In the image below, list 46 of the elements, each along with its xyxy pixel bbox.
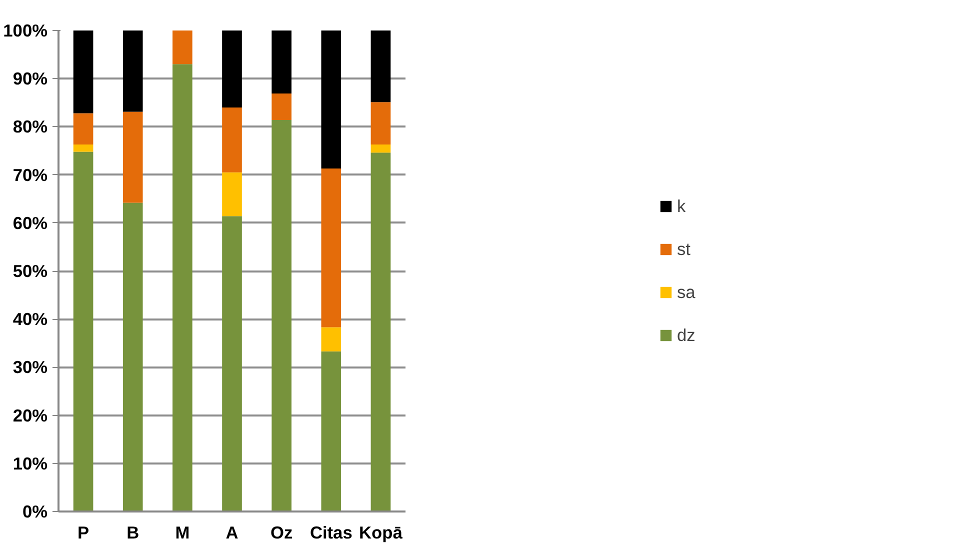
bar xyxy=(370,102,391,144)
bar xyxy=(172,64,192,512)
bar xyxy=(122,112,143,203)
bar xyxy=(321,30,342,169)
x-tick-label: Kopā xyxy=(359,522,403,542)
legend-label: dz xyxy=(677,324,696,346)
legend-label: sa xyxy=(677,282,696,302)
bar xyxy=(370,152,391,512)
y-tick-label: 70% xyxy=(12,164,48,185)
x-tick-label: A xyxy=(226,522,239,542)
x-tick-label: P xyxy=(78,522,90,542)
bar xyxy=(272,120,292,512)
y-tick-label: 90% xyxy=(12,68,48,89)
x-tick-label: Citas xyxy=(310,522,352,542)
bar xyxy=(73,144,94,152)
y-tick-label: 10% xyxy=(12,453,48,474)
bar xyxy=(222,172,242,216)
y-tick-label: 100% xyxy=(3,20,48,40)
bar xyxy=(370,30,391,102)
bar xyxy=(321,168,342,328)
bar xyxy=(272,94,292,120)
y-tick-label: 80% xyxy=(12,116,48,137)
bar xyxy=(73,113,94,144)
x-tick-label: Oz xyxy=(270,522,293,542)
bar xyxy=(172,30,192,64)
y-tick-label: 50% xyxy=(12,261,48,281)
legend-label: k xyxy=(677,196,687,216)
y-tick-label: 40% xyxy=(12,309,48,330)
bar xyxy=(222,30,242,108)
x-tick-label: M xyxy=(175,522,190,542)
bar xyxy=(222,107,242,172)
bar xyxy=(73,152,94,512)
bar xyxy=(321,327,342,352)
bar xyxy=(122,202,143,512)
y-tick-label: 30% xyxy=(12,357,48,378)
bar xyxy=(321,351,342,512)
y-tick-label: 60% xyxy=(12,212,48,233)
bar xyxy=(370,144,391,153)
bar xyxy=(122,30,143,112)
x-tick-label: B xyxy=(126,522,140,542)
legend-label: st xyxy=(677,238,692,260)
bar xyxy=(272,30,292,94)
y-tick-label: 0% xyxy=(22,502,48,522)
bar xyxy=(222,216,242,512)
bar xyxy=(73,30,94,114)
y-tick-label: 20% xyxy=(12,405,48,426)
